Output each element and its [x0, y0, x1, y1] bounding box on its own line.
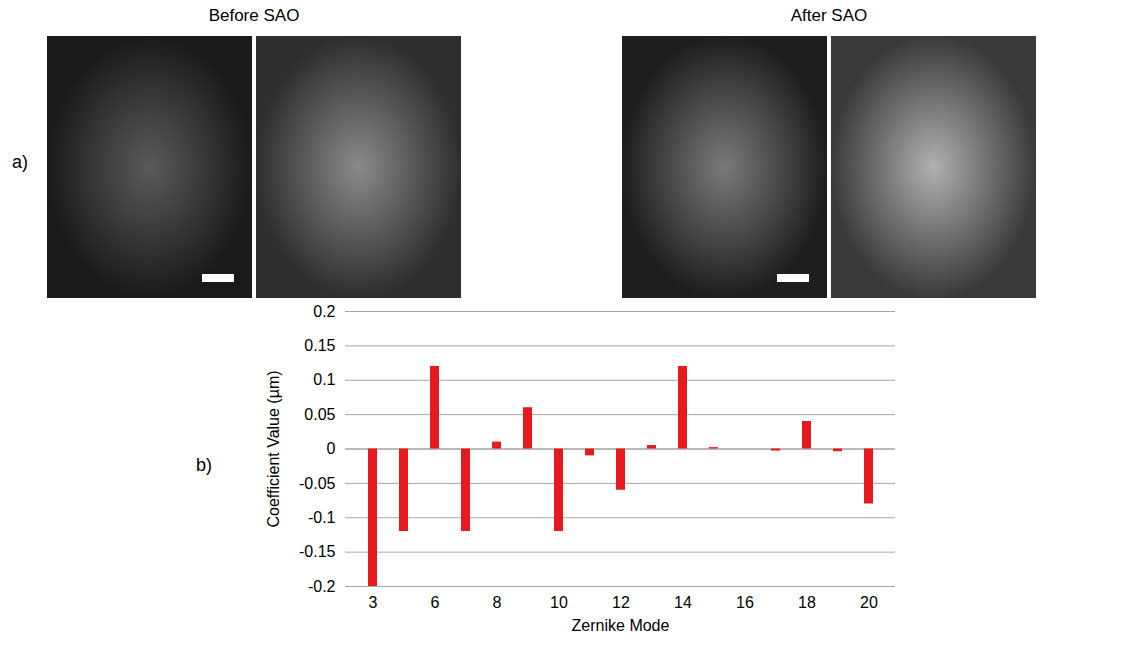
svg-text:Coefficient Value (µm): Coefficient Value (µm): [265, 370, 282, 527]
svg-text:0.05: 0.05: [304, 406, 335, 423]
html-text:Before SAO: Before SAO: [208, 6, 300, 25]
svg-text:-0.15: -0.15: [299, 543, 336, 560]
svg-text:16: 16: [736, 594, 754, 611]
html-text:b): b): [196, 455, 212, 475]
svg-text:Zernike Mode: Zernike Mode: [572, 617, 670, 634]
svg-text:0: 0: [327, 440, 336, 457]
svg-text:14: 14: [674, 594, 692, 611]
html-text:a): a): [12, 152, 28, 172]
svg-text:-0.05: -0.05: [299, 474, 336, 491]
svg-text:8: 8: [493, 594, 502, 611]
svg-text:-0.2: -0.2: [308, 578, 336, 595]
svg-text:0.1: 0.1: [313, 371, 335, 388]
svg-text:-0.1: -0.1: [308, 509, 336, 526]
svg-text:20: 20: [860, 594, 878, 611]
html-text:After SAO: After SAO: [790, 6, 868, 25]
svg-text:10: 10: [550, 594, 568, 611]
svg-text:6: 6: [431, 594, 440, 611]
svg-text:18: 18: [798, 594, 816, 611]
svg-text:12: 12: [612, 594, 630, 611]
svg-text:3: 3: [369, 594, 378, 611]
svg-text:0.15: 0.15: [304, 337, 335, 354]
svg-text:0.2: 0.2: [313, 303, 335, 320]
